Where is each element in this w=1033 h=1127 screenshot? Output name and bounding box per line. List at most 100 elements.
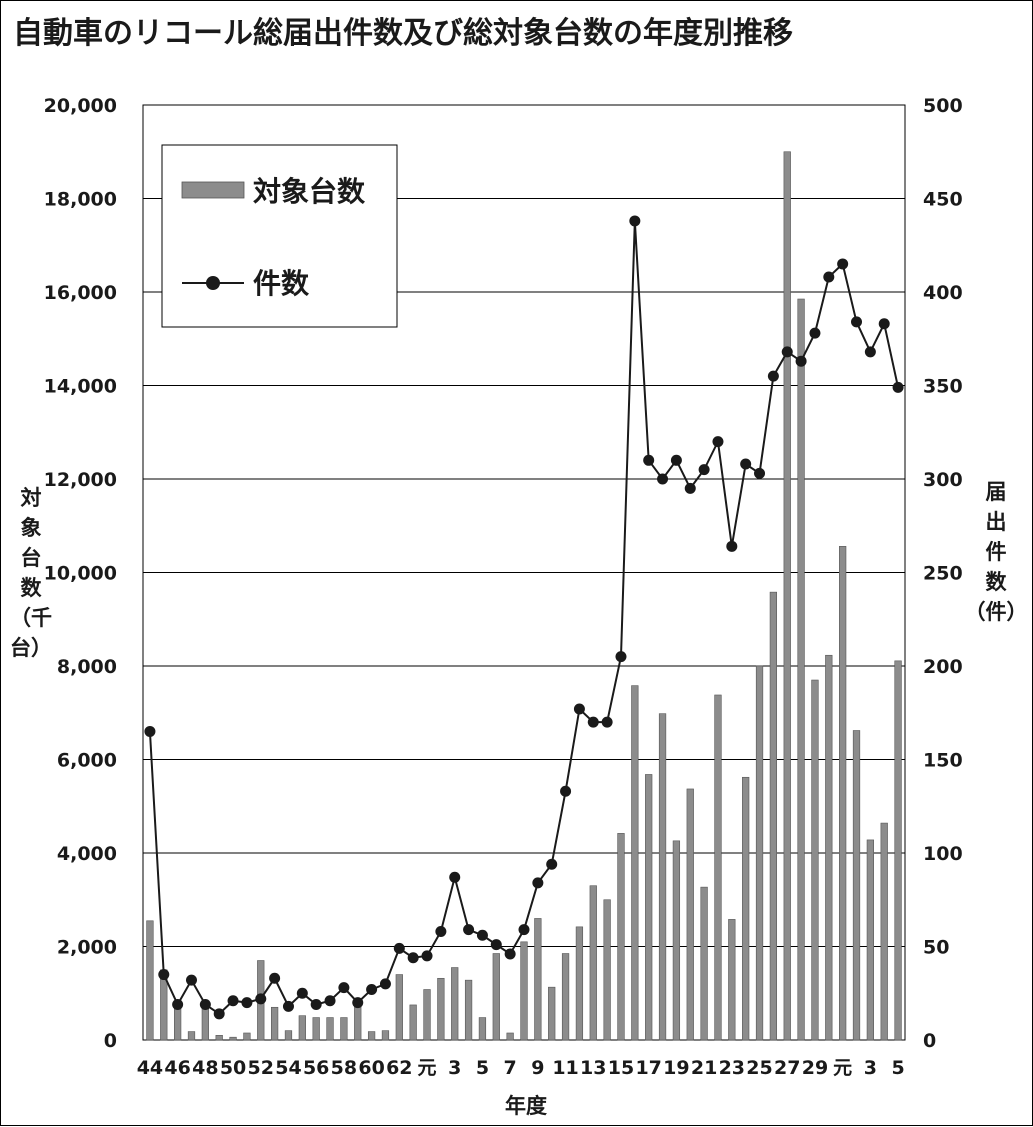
- line-point: [296, 987, 308, 999]
- line-point: [324, 995, 336, 1007]
- bar: [852, 730, 861, 1041]
- legend-line-label: 件数: [253, 267, 310, 300]
- x-tick-label: 27: [774, 1057, 800, 1079]
- x-tick-label: 3: [864, 1057, 877, 1079]
- line-point: [393, 942, 405, 954]
- line-point: [407, 952, 419, 964]
- bar: [478, 1017, 487, 1041]
- legend-box: [161, 144, 398, 328]
- x-tick-label: 48: [192, 1057, 218, 1079]
- line-point: [629, 215, 641, 227]
- bar: [284, 1030, 293, 1041]
- y-right-tick-label: 450: [923, 189, 963, 211]
- x-tick-label: 25: [746, 1057, 772, 1079]
- line-point: [698, 464, 710, 476]
- y-right-tick-label: 50: [923, 937, 949, 959]
- line-point: [615, 651, 627, 663]
- x-tick-label: 54: [275, 1057, 301, 1079]
- x-tick-label: 5: [891, 1057, 904, 1079]
- bar: [617, 833, 625, 1041]
- line-point: [878, 318, 890, 330]
- bar: [506, 1032, 514, 1041]
- bar: [492, 953, 500, 1041]
- bar: [825, 654, 833, 1041]
- y-left-tick-label: 6,000: [57, 750, 117, 772]
- bar: [672, 840, 681, 1041]
- bar: [451, 967, 459, 1041]
- bar: [755, 665, 764, 1041]
- x-tick-label: 62: [386, 1057, 412, 1079]
- bar: [229, 1036, 237, 1041]
- line-point: [657, 473, 669, 485]
- line-point: [269, 972, 281, 984]
- y-right-tick-label: 200: [923, 656, 963, 678]
- line-point: [518, 924, 530, 936]
- bar: [464, 979, 473, 1041]
- bar-series: [146, 151, 902, 1041]
- line-point: [199, 998, 211, 1010]
- bar: [797, 298, 805, 1041]
- bar: [894, 660, 902, 1041]
- line-point: [463, 924, 475, 936]
- x-tick-label: 元: [833, 1057, 852, 1079]
- line-point: [712, 436, 724, 448]
- y-left-title-char: 台: [21, 546, 42, 570]
- y-left-tick-label: 18,000: [44, 189, 117, 211]
- line-point: [767, 370, 779, 382]
- line-point: [379, 978, 391, 990]
- line-series: [144, 215, 904, 1020]
- x-tick-label: 5: [476, 1057, 489, 1079]
- bar: [811, 679, 819, 1041]
- y-left-title-char: 対: [21, 486, 42, 510]
- y-left-title-char: 台）: [10, 636, 52, 660]
- x-tick-label: 58: [331, 1057, 357, 1079]
- x-tick-label: 23: [719, 1057, 745, 1079]
- x-tick-label: 17: [635, 1057, 661, 1079]
- y-left-tick-label: 8,000: [57, 656, 117, 678]
- line-point: [310, 998, 322, 1010]
- line-point: [227, 995, 239, 1007]
- bar: [298, 1015, 306, 1041]
- line-point: [795, 355, 807, 367]
- line-point: [643, 454, 655, 466]
- y-left-title-char: 象: [21, 516, 42, 540]
- bar: [742, 776, 750, 1041]
- bar: [534, 918, 542, 1041]
- y-right-title-char: （件）: [965, 600, 1028, 624]
- y-right-tick-label: 300: [923, 469, 963, 491]
- y-right-tick-label: 350: [923, 376, 963, 398]
- bar: [312, 1017, 320, 1041]
- line-point: [255, 993, 267, 1005]
- y-left-tick-label: 20,000: [44, 95, 117, 117]
- bar: [769, 591, 778, 1041]
- line-point: [172, 998, 184, 1010]
- bar: [575, 926, 584, 1041]
- y-left-tick-label: 0: [104, 1030, 117, 1052]
- x-tick-label: 44: [137, 1057, 163, 1079]
- line-point: [601, 716, 613, 728]
- bar: [520, 941, 528, 1041]
- line-point: [366, 984, 378, 996]
- bar: [326, 1017, 334, 1041]
- line-point: [185, 974, 197, 986]
- y-right-ticks: 0 50 100 150 200 250 300 350 400 450 500: [923, 95, 963, 1052]
- line-point: [823, 271, 835, 283]
- y-left-title-char: 数: [21, 576, 43, 600]
- line-point: [809, 327, 821, 339]
- bar: [395, 974, 403, 1041]
- y-left-ticks: 0 2,000 4,000 6,000 8,000 10,000 12,000 14,000 1…: [44, 95, 117, 1052]
- y-right-axis-title: 届出件数 （件）: [965, 480, 1028, 624]
- line-point: [504, 948, 516, 960]
- bar: [700, 886, 708, 1041]
- line-point: [282, 1000, 294, 1012]
- x-tick-label: 60: [358, 1057, 384, 1079]
- x-tick-label: 46: [164, 1057, 190, 1079]
- x-tick-label: 3: [448, 1057, 461, 1079]
- line-point: [241, 997, 253, 1009]
- bar: [423, 989, 431, 1041]
- bar: [728, 919, 736, 1041]
- bar: [409, 1004, 417, 1041]
- legend-bar-swatch: [181, 181, 245, 199]
